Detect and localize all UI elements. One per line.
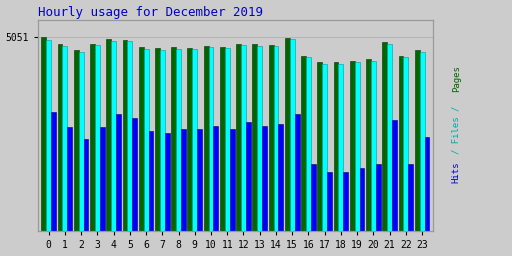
Bar: [398, 56, 403, 231]
Bar: [57, 44, 62, 231]
Bar: [382, 42, 387, 231]
Bar: [258, 46, 262, 231]
Bar: [366, 59, 371, 231]
Bar: [311, 164, 316, 231]
Bar: [181, 130, 186, 231]
Bar: [144, 49, 148, 231]
Bar: [301, 56, 306, 231]
Bar: [193, 49, 197, 231]
Bar: [176, 49, 181, 231]
Text: Hits: Hits: [452, 161, 461, 183]
Bar: [122, 40, 127, 231]
Bar: [408, 164, 413, 231]
Bar: [252, 44, 258, 231]
Bar: [273, 46, 279, 231]
Bar: [51, 112, 56, 231]
Bar: [376, 164, 381, 231]
Bar: [359, 168, 365, 231]
Bar: [220, 47, 225, 231]
Bar: [41, 37, 46, 231]
Bar: [225, 48, 230, 231]
Bar: [111, 40, 116, 231]
Bar: [67, 127, 72, 231]
Text: Hourly usage for December 2019: Hourly usage for December 2019: [38, 6, 263, 18]
Bar: [269, 45, 273, 231]
Bar: [106, 39, 111, 231]
Bar: [204, 46, 208, 231]
Bar: [132, 118, 137, 231]
Bar: [46, 40, 51, 231]
Bar: [197, 130, 202, 231]
Bar: [165, 133, 169, 231]
Bar: [424, 137, 430, 231]
Bar: [322, 63, 327, 231]
Bar: [317, 62, 322, 231]
Bar: [100, 127, 104, 231]
Bar: [62, 46, 67, 231]
Bar: [79, 52, 83, 231]
Bar: [214, 126, 218, 231]
Bar: [290, 39, 294, 231]
Bar: [139, 47, 144, 231]
Bar: [294, 114, 300, 231]
Bar: [187, 48, 193, 231]
Bar: [155, 48, 160, 231]
Bar: [415, 50, 420, 231]
Bar: [334, 62, 338, 231]
Bar: [344, 172, 348, 231]
Text: Pages: Pages: [452, 66, 461, 92]
Bar: [74, 50, 79, 231]
Bar: [148, 131, 154, 231]
Bar: [160, 50, 165, 231]
Bar: [327, 172, 332, 231]
Bar: [279, 124, 283, 231]
Bar: [262, 126, 267, 231]
Bar: [127, 41, 132, 231]
Bar: [392, 120, 397, 231]
Bar: [387, 44, 392, 231]
Bar: [246, 122, 251, 231]
Bar: [171, 47, 176, 231]
Bar: [83, 139, 89, 231]
Bar: [90, 44, 95, 231]
Bar: [420, 52, 424, 231]
Bar: [285, 38, 290, 231]
Bar: [338, 64, 344, 231]
Bar: [403, 57, 408, 231]
Bar: [208, 47, 214, 231]
Bar: [350, 61, 355, 231]
Text: / Files /: / Files /: [452, 106, 461, 154]
Bar: [306, 57, 311, 231]
Bar: [116, 114, 121, 231]
Bar: [230, 130, 234, 231]
Bar: [371, 61, 376, 231]
Bar: [236, 44, 241, 231]
Bar: [355, 62, 359, 231]
Bar: [241, 45, 246, 231]
Bar: [95, 45, 100, 231]
